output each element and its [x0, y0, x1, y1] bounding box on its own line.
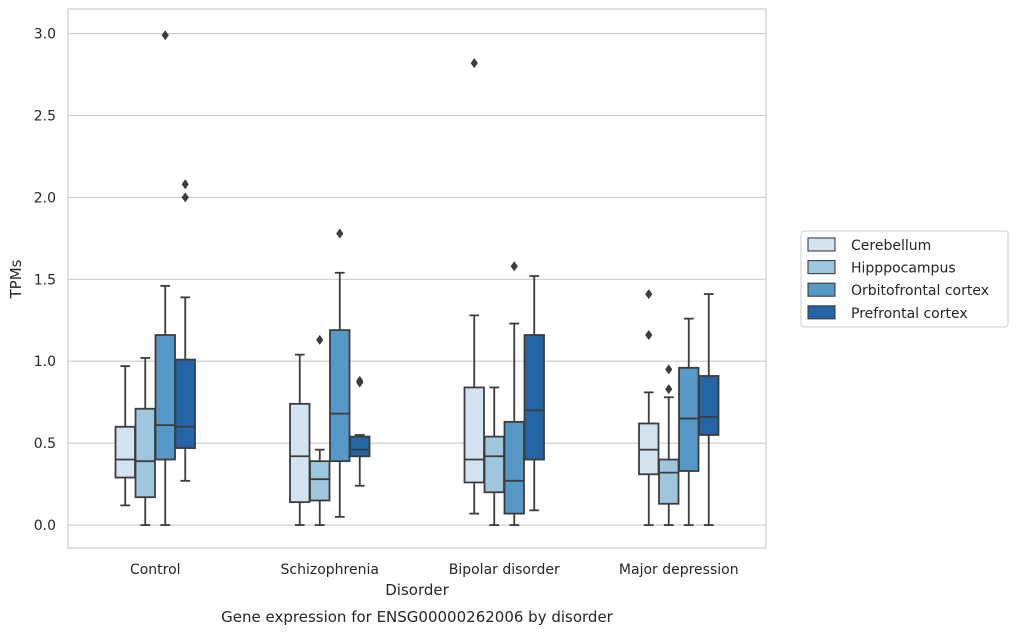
- y-tick-labels: 0.0 0.5 1.0 1.5 2.0 2.5 3.0: [34, 27, 56, 534]
- outlier-point: [181, 192, 189, 203]
- legend-swatch: [807, 260, 836, 275]
- box: [174, 358, 196, 449]
- outlier-point: [645, 289, 653, 300]
- y-tick-label: 0.5: [34, 436, 56, 452]
- y-tick-label: 1.0: [34, 354, 56, 370]
- outlier-point: [181, 179, 189, 190]
- outlier-point: [645, 330, 653, 341]
- outlier-point: [665, 364, 673, 375]
- box: [349, 435, 371, 458]
- x-tick-labels: Control Schizophrenia Bipolar disorder Majo…: [130, 562, 739, 578]
- outlier-point: [336, 228, 344, 239]
- legend-swatch: [807, 237, 836, 252]
- x-tick-label: Major depression: [619, 562, 739, 578]
- x-tick-label: Schizophrenia: [281, 562, 379, 578]
- legend-entry: Orbitofrontal cortex: [851, 283, 989, 299]
- box-groups: [114, 30, 720, 526]
- box: [329, 329, 351, 463]
- y-tick-label: 3.0: [34, 27, 56, 43]
- legend-entry: Cerebellum: [851, 238, 931, 254]
- box: [134, 407, 156, 499]
- outlier-point: [161, 30, 169, 41]
- outlier-point: [665, 384, 673, 395]
- legend-entry: Hipppocampus: [851, 261, 956, 277]
- outlier-point: [356, 375, 364, 386]
- box: [523, 334, 545, 461]
- outlier-point: [470, 58, 478, 69]
- x-axis-label: Disorder: [385, 581, 449, 599]
- box: [658, 458, 680, 505]
- box: [698, 375, 720, 436]
- box: [463, 386, 485, 484]
- plot-area-frame: [67, 8, 767, 549]
- box: [114, 425, 136, 479]
- legend-swatch: [807, 305, 836, 320]
- box: [483, 435, 505, 494]
- legend-entry: Prefrontal cortex: [851, 306, 968, 322]
- y-tick-label: 2.0: [34, 190, 56, 206]
- box: [154, 334, 176, 461]
- box: [503, 420, 525, 515]
- box: [289, 402, 311, 504]
- y-tick-label: 2.5: [34, 108, 56, 124]
- y-axis-label: TPMs: [7, 259, 25, 299]
- outlier-point: [316, 334, 324, 345]
- legend-frame: [800, 230, 1009, 328]
- chart-caption: Gene expression for ENSG00000262006 by d…: [221, 608, 614, 626]
- x-tick-label: Control: [130, 562, 181, 578]
- y-tick-label: 0.0: [34, 518, 56, 534]
- legend-swatch: [807, 282, 836, 297]
- x-tick-label: Bipolar disorder: [449, 562, 560, 578]
- legend: Cerebellum Hipppocampus Orbitofrontal cort…: [800, 230, 1009, 328]
- y-tick-label: 1.5: [34, 272, 56, 288]
- box: [309, 460, 331, 502]
- outlier-point: [510, 261, 518, 272]
